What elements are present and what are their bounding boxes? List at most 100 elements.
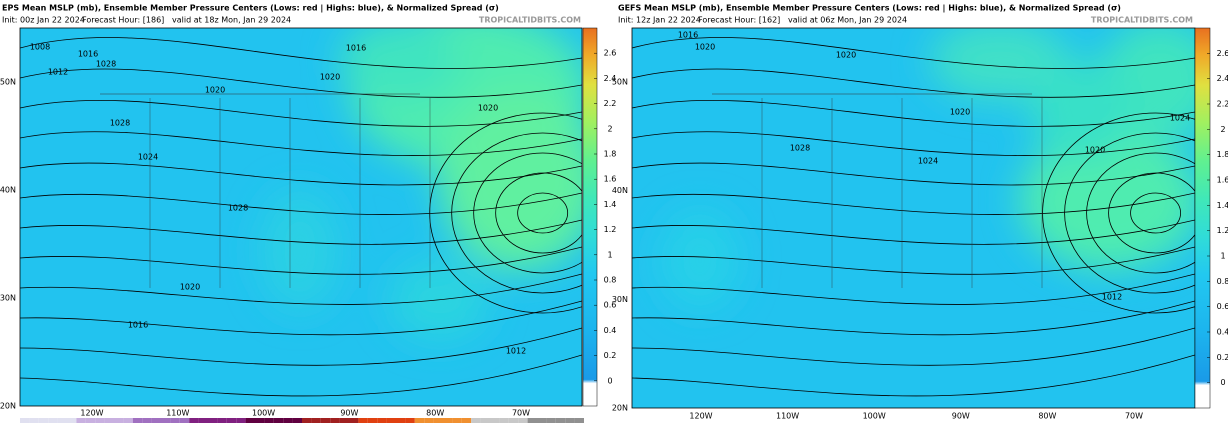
colorbar-label: 1.4 (604, 200, 617, 209)
isobar (20, 131, 582, 156)
legend-strip (123, 418, 133, 423)
isobar (495, 172, 582, 254)
legend-strip (320, 418, 331, 423)
isobar-label: 1020 (695, 43, 715, 52)
lon-label: 100W (863, 412, 886, 421)
map-area: 1008101610121028101610201020102010241028… (20, 28, 582, 406)
legend-strip (114, 418, 124, 423)
legend-strip (85, 418, 96, 423)
legend-strip (396, 418, 406, 423)
legend-strip (424, 418, 434, 423)
isobar (632, 219, 1195, 245)
legend-strip (170, 418, 180, 423)
colorbar-label: 1.6 (604, 175, 617, 184)
isobar-label: 1028 (790, 144, 810, 153)
isobar-label: 1020 (950, 108, 970, 117)
map-panel: GEFS Mean MSLP (mb), Ensemble Member Pre… (612, 4, 1228, 421)
legend-strip (132, 418, 143, 423)
isobar (20, 219, 582, 245)
isobar (1042, 112, 1195, 314)
colorbar-label: 0.2 (604, 351, 617, 360)
legend-strip (508, 418, 519, 423)
isobar (20, 192, 582, 215)
legend-strip (264, 418, 274, 423)
legend-strip (208, 418, 218, 423)
colorbar-label: 2.2 (604, 99, 617, 108)
legend-strip (48, 418, 58, 423)
valid-time: valid at 18z Mon, Jan 29 2024 (172, 16, 291, 25)
spread-area (340, 28, 460, 100)
colorbar-label: 0.8 (1217, 277, 1228, 286)
isobar-label: 1020 (320, 73, 340, 82)
legend-strip (302, 418, 312, 423)
lon-label: 70W (1125, 412, 1143, 421)
lon-label: 90W (340, 409, 358, 418)
colorbar-label: 0.8 (604, 276, 617, 285)
legend-strip (95, 418, 105, 423)
isobar (632, 246, 1195, 275)
isobar (20, 68, 582, 98)
legend-strip (405, 418, 415, 423)
isobar-label: 1024 (138, 153, 158, 162)
watermark: TROPICALTIDBITS.COM (479, 16, 581, 25)
legend-strip (161, 418, 171, 423)
lon-label: 120W (689, 412, 712, 421)
isobar-label: 1016 (346, 44, 366, 53)
lon-label: 100W (252, 409, 275, 418)
valid-time: valid at 06z Mon, Jan 29 2024 (788, 16, 907, 25)
colorbar-label: 2 (607, 124, 612, 133)
colorbar-label: 0.6 (1217, 302, 1228, 311)
isobar (20, 100, 582, 127)
isobar-label: 1020 (836, 51, 856, 60)
isobar-label: 1012 (48, 68, 68, 77)
isobar-label: 1016 (78, 50, 98, 59)
lat-label: 40N (0, 186, 16, 195)
legend-strip (330, 418, 340, 423)
legend-strip (38, 418, 49, 423)
lat-label: 30N (0, 294, 16, 303)
legend-strip (245, 418, 255, 423)
spread-area (1020, 130, 1195, 270)
spread-area (930, 28, 1070, 100)
colorbar-label: 2.4 (1217, 74, 1228, 83)
isobar-label: 1012 (1102, 293, 1122, 302)
isobar (632, 37, 1195, 69)
legend-strip (527, 418, 537, 423)
colorbar-label: 1.6 (1217, 176, 1228, 185)
isobar-label: 1020 (205, 86, 225, 95)
isobar-label: 1012 (506, 347, 526, 356)
map-title: GEFS Mean MSLP (mb), Ensemble Member Pre… (618, 4, 1121, 13)
colorbar-label: 1.2 (1217, 226, 1228, 235)
colorbar-label: 1.2 (604, 225, 617, 234)
legend-strip (283, 418, 293, 423)
isobar (632, 327, 1195, 366)
spread-field (660, 28, 1195, 310)
colorbar-label: 2.2 (1217, 100, 1228, 109)
isobar (1086, 152, 1195, 274)
isobar (1064, 132, 1195, 294)
legend-strip (226, 418, 237, 423)
legend-strip (433, 418, 443, 423)
spread-area (440, 90, 582, 270)
legend-strip (142, 418, 152, 423)
forecast-hour: Forecast Hour: [162] (698, 16, 780, 25)
legend-strip (179, 418, 190, 423)
isobar (20, 273, 582, 305)
colorbar-label: 2 (1220, 125, 1225, 134)
legend-strip (471, 418, 481, 423)
colorbar-label: 2.4 (604, 74, 617, 83)
isobar-label: 1028 (110, 119, 130, 128)
isobar (1130, 192, 1181, 234)
legend-strip (480, 418, 490, 423)
isobar (20, 246, 582, 275)
colorbar-label: 0.2 (1217, 353, 1228, 362)
spread-area (260, 190, 340, 310)
colorbar-label: 0 (1220, 378, 1225, 387)
map-title: EPS Mean MSLP (mb), Ensemble Member Pres… (2, 4, 499, 13)
legend-strip (546, 418, 556, 423)
forecast-hour: Forecast Hour: [186] (82, 16, 164, 25)
legend-strip (255, 418, 265, 423)
isobar-label: 1024 (918, 157, 938, 166)
lat-label: 50N (612, 78, 628, 87)
isobar (632, 131, 1195, 156)
